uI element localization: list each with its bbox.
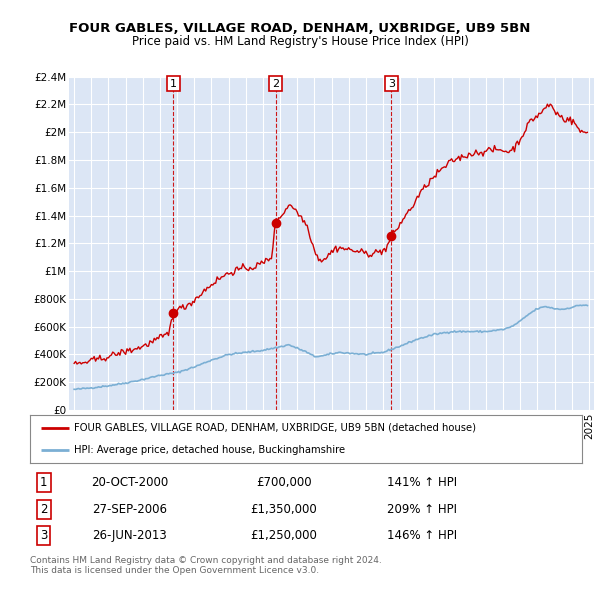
- Text: 20-OCT-2000: 20-OCT-2000: [91, 476, 168, 489]
- Text: £700,000: £700,000: [256, 476, 312, 489]
- Text: 2: 2: [40, 503, 47, 516]
- Text: FOUR GABLES, VILLAGE ROAD, DENHAM, UXBRIDGE, UB9 5BN (detached house): FOUR GABLES, VILLAGE ROAD, DENHAM, UXBRI…: [74, 423, 476, 433]
- Text: £1,350,000: £1,350,000: [251, 503, 317, 516]
- Text: Price paid vs. HM Land Registry's House Price Index (HPI): Price paid vs. HM Land Registry's House …: [131, 35, 469, 48]
- Text: 2: 2: [272, 78, 279, 88]
- Text: 26-JUN-2013: 26-JUN-2013: [92, 529, 167, 542]
- Text: FOUR GABLES, VILLAGE ROAD, DENHAM, UXBRIDGE, UB9 5BN: FOUR GABLES, VILLAGE ROAD, DENHAM, UXBRI…: [70, 22, 530, 35]
- Text: 3: 3: [40, 529, 47, 542]
- Text: Contains HM Land Registry data © Crown copyright and database right 2024.: Contains HM Land Registry data © Crown c…: [30, 556, 382, 565]
- Text: £1,250,000: £1,250,000: [250, 529, 317, 542]
- Text: 209% ↑ HPI: 209% ↑ HPI: [387, 503, 457, 516]
- Text: HPI: Average price, detached house, Buckinghamshire: HPI: Average price, detached house, Buck…: [74, 445, 345, 455]
- Text: 1: 1: [170, 78, 177, 88]
- Text: 27-SEP-2006: 27-SEP-2006: [92, 503, 167, 516]
- Text: 1: 1: [40, 476, 47, 489]
- Text: 146% ↑ HPI: 146% ↑ HPI: [387, 529, 457, 542]
- Text: This data is licensed under the Open Government Licence v3.0.: This data is licensed under the Open Gov…: [30, 566, 319, 575]
- Text: 3: 3: [388, 78, 395, 88]
- Text: 141% ↑ HPI: 141% ↑ HPI: [387, 476, 457, 489]
